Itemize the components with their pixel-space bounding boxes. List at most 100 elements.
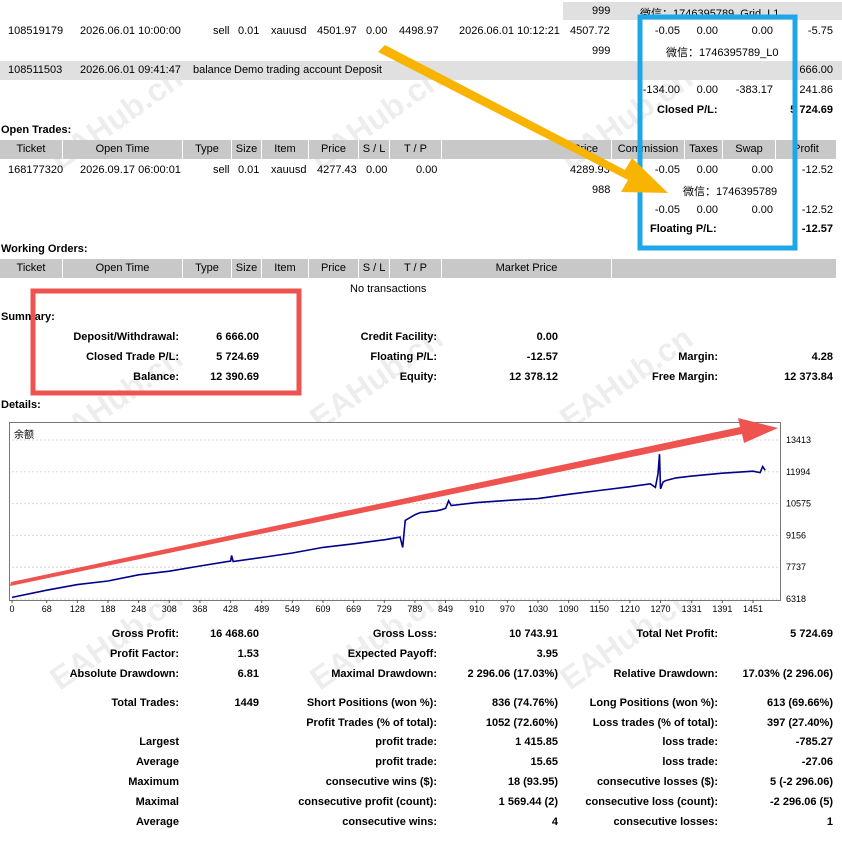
item: xauusd: [271, 25, 307, 37]
swap: 0.00: [751, 25, 773, 37]
col-profit[interactable]: Profit: [793, 143, 819, 155]
x-tick-label: 0: [9, 604, 14, 614]
col-ticket[interactable]: Ticket: [0, 259, 63, 278]
expected-payoff-value: 3.95: [536, 648, 558, 660]
closed-pl-value: 5 724.69: [790, 104, 833, 116]
y-tick-label: 6318: [786, 594, 806, 604]
max-dd-label: Maximal Drawdown:: [331, 668, 437, 680]
largest-profit-value: 1 415.85: [515, 736, 558, 748]
floating-label: Floating P/L:: [370, 351, 437, 363]
avg-cons-losses-value: 1: [826, 816, 833, 828]
closed-trade-value: 5 724.69: [216, 351, 259, 363]
total-taxes: 0.00: [696, 204, 718, 216]
short-value: 836 (74.76%): [491, 697, 558, 709]
taxes: 0.00: [696, 164, 718, 176]
maximal-label: Maximal: [135, 796, 179, 808]
col-type[interactable]: Type: [183, 259, 232, 278]
expected-payoff-label: Expected Payoff:: [347, 648, 437, 660]
total-trades-value: 1449: [234, 697, 259, 709]
commission: -0.05: [654, 25, 680, 37]
balance-chart-svg: 13413 11994 10575 9156 7737 6318 0 68 128 188 248 3…: [9, 435, 811, 614]
x-tick-label: 68: [42, 604, 52, 614]
avg-cons-wins-value: 4: [551, 816, 558, 828]
ticket: 108511503: [8, 64, 63, 76]
col-sl[interactable]: S / L: [359, 259, 390, 278]
x-tick-label: 428: [223, 604, 238, 614]
profit-factor-value: 1.53: [237, 648, 259, 660]
history-magic: 999: [592, 5, 611, 17]
col-open-time[interactable]: Open Time: [63, 259, 183, 278]
deposit-value: 6 666.00: [216, 331, 259, 343]
history-comment: 微信：1746395789_Grid_L1: [640, 8, 780, 20]
col-swap[interactable]: Swap: [723, 140, 776, 159]
total-commission: -0.05: [654, 204, 680, 216]
x-tick-label: 729: [377, 604, 392, 614]
x-tick-label: 489: [254, 604, 269, 614]
col-tp[interactable]: T / P: [390, 140, 442, 159]
col-tp[interactable]: T / P: [390, 259, 442, 278]
tp: 0.00: [416, 164, 438, 176]
abs-dd-value: 6.81: [237, 668, 259, 680]
x-tick-label: 1451: [743, 604, 763, 614]
col-size[interactable]: Size: [232, 140, 262, 159]
abs-dd-label: Absolute Drawdown:: [69, 668, 179, 680]
total-taxes: 0.00: [696, 84, 718, 96]
free-margin-value: 12 373.84: [784, 371, 833, 383]
col-sl[interactable]: S / L: [359, 140, 390, 159]
close-price: 4507.72: [570, 25, 610, 37]
balance-line: [11, 454, 766, 599]
col-taxes[interactable]: Taxes: [685, 140, 723, 159]
profit-trades-label: Profit Trades (% of total):: [306, 717, 437, 729]
largest-label: Largest: [139, 736, 179, 748]
y-tick-label: 7737: [786, 562, 806, 572]
price: 4501.97: [317, 25, 357, 37]
floating-pl-value: -12.57: [801, 223, 833, 235]
taxes: 0.00: [696, 25, 718, 37]
long-value: 613 (69.66%): [766, 697, 833, 709]
current-price: 4289.93: [570, 164, 610, 176]
x-tick-label: 910: [469, 604, 484, 614]
profit: 666.00: [799, 64, 833, 76]
profit-factor-label: Profit Factor:: [109, 648, 179, 660]
avg-cons-wins-label: consecutive wins:: [342, 816, 437, 828]
gross-profit-label: Gross Profit:: [111, 628, 179, 640]
comment: 微信：1746395789: [683, 186, 778, 198]
col-blank: [612, 259, 836, 278]
col-item[interactable]: Item: [262, 140, 309, 159]
col-ticket[interactable]: Ticket: [0, 140, 63, 159]
total-swap: -383.17: [735, 84, 773, 96]
empty-message: No transactions: [350, 283, 427, 295]
max-cons-wins-value: 18 (93.95): [507, 776, 558, 788]
open-time: 2026.09.17 06:00:01: [80, 164, 181, 176]
gross-profit-value: 16 468.60: [210, 628, 259, 640]
y-tick-label: 10575: [786, 499, 811, 509]
total-profit: -12.52: [801, 204, 833, 216]
x-tick-label: 1150: [590, 604, 609, 614]
details-title: Details:: [1, 399, 41, 411]
closed-trade-label: Closed Trade P/L:: [86, 351, 179, 363]
free-margin-label: Free Margin:: [651, 371, 718, 383]
balance-label: Balance:: [133, 371, 179, 383]
close-time: 2026.06.01 10:12:21: [459, 25, 560, 37]
total-swap: 0.00: [751, 204, 773, 216]
col-current-price[interactable]: Price: [560, 140, 612, 159]
table-row[interactable]: 108511503 2026.06.01 09:41:47 balance De…: [0, 61, 842, 80]
col-size[interactable]: Size: [232, 259, 262, 278]
largest-loss-value: -785.27: [795, 736, 833, 748]
col-market-price[interactable]: Market Price: [442, 259, 612, 278]
x-tick-label: 1030: [528, 604, 548, 614]
col-type[interactable]: Type: [183, 140, 232, 159]
open-trades-title: Open Trades:: [1, 124, 72, 136]
max-dd-value: 2 296.06 (17.03%): [467, 668, 558, 680]
maximal-cons-profit-value: 1 569.44 (2): [498, 796, 558, 808]
short-label: Short Positions (won %):: [306, 697, 437, 709]
col-open-time[interactable]: Open Time: [63, 140, 183, 159]
rel-dd-label: Relative Drawdown:: [613, 668, 718, 680]
col-commission[interactable]: Commission: [612, 140, 685, 159]
type: balance: [193, 64, 232, 76]
net-profit-label: Total Net Profit:: [636, 628, 718, 640]
col-price[interactable]: Price: [309, 140, 359, 159]
col-item[interactable]: Item: [262, 259, 309, 278]
average-profit-value: 15.65: [530, 756, 558, 768]
col-price[interactable]: Price: [309, 259, 359, 278]
